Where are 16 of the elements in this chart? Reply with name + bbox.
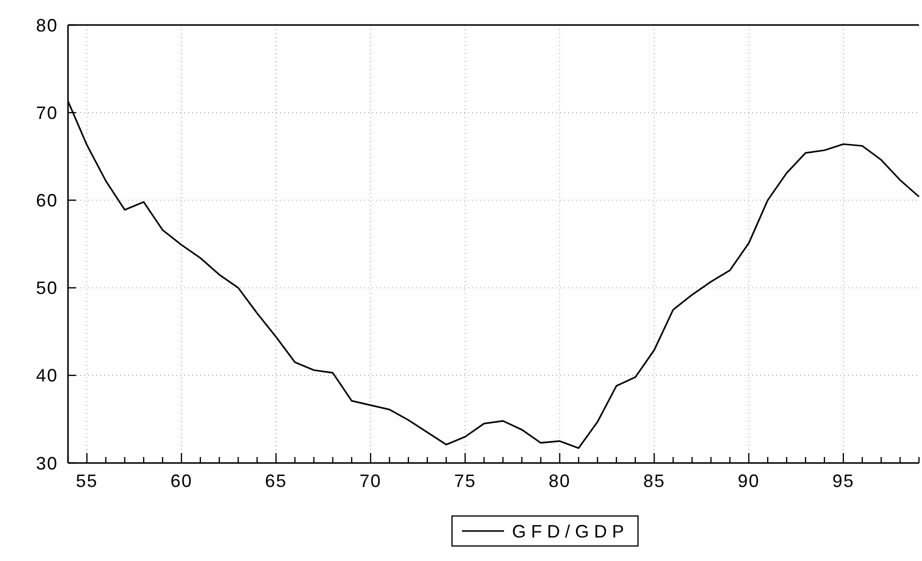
- y-tick-label: 30: [36, 453, 58, 474]
- y-tick-label: 40: [36, 366, 58, 386]
- x-tick-label: 80: [548, 471, 571, 491]
- x-tick-label: 85: [643, 471, 666, 491]
- y-tick-label: 80: [36, 15, 58, 36]
- y-tick-label: 70: [36, 102, 58, 123]
- y-tick-label: 60: [36, 190, 58, 210]
- x-tick-label: 65: [265, 471, 288, 491]
- x-tick-label: 90: [738, 471, 760, 491]
- x-tick-label: 60: [170, 471, 192, 491]
- x-tick-label: 75: [454, 471, 476, 491]
- x-tick-label: 70: [360, 471, 382, 491]
- y-tick-label: 50: [36, 278, 58, 298]
- x-tick-label: 55: [76, 471, 98, 491]
- legend-label: GFD/GDP: [512, 521, 630, 542]
- x-tick-label: 95: [832, 471, 854, 491]
